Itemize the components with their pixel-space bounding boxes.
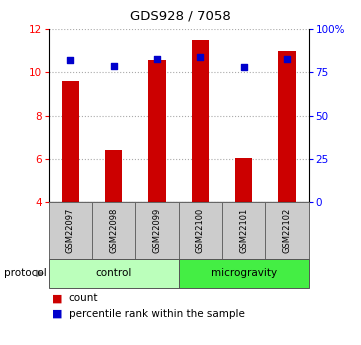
Bar [105, 150, 122, 202]
Point [284, 56, 290, 61]
Text: GSM22101: GSM22101 [239, 208, 248, 253]
Bar [235, 158, 252, 202]
Text: GSM22100: GSM22100 [196, 208, 205, 253]
Bar [49, 259, 179, 288]
Text: ■: ■ [52, 309, 63, 319]
Bar [278, 51, 296, 202]
Bar [49, 202, 92, 259]
Text: GDS928 / 7058: GDS928 / 7058 [130, 9, 231, 22]
Text: count: count [69, 294, 98, 303]
Point [197, 54, 203, 60]
Text: GSM22098: GSM22098 [109, 208, 118, 253]
Bar [135, 202, 179, 259]
Bar [92, 202, 135, 259]
Text: ■: ■ [52, 294, 63, 303]
Text: control: control [96, 268, 132, 278]
Point [111, 63, 117, 68]
Text: protocol: protocol [4, 268, 46, 278]
Bar [265, 202, 309, 259]
Bar [148, 59, 166, 202]
Text: microgravity: microgravity [210, 268, 277, 278]
Text: percentile rank within the sample: percentile rank within the sample [69, 309, 244, 319]
Bar [179, 202, 222, 259]
Bar [179, 259, 309, 288]
Bar [192, 40, 209, 202]
Text: GSM22102: GSM22102 [283, 208, 291, 253]
Point [241, 65, 247, 70]
Text: GSM22099: GSM22099 [153, 208, 161, 253]
Text: GSM22097: GSM22097 [66, 208, 75, 253]
Bar [62, 81, 79, 202]
Point [154, 56, 160, 61]
Point [68, 58, 73, 63]
Bar [222, 202, 265, 259]
